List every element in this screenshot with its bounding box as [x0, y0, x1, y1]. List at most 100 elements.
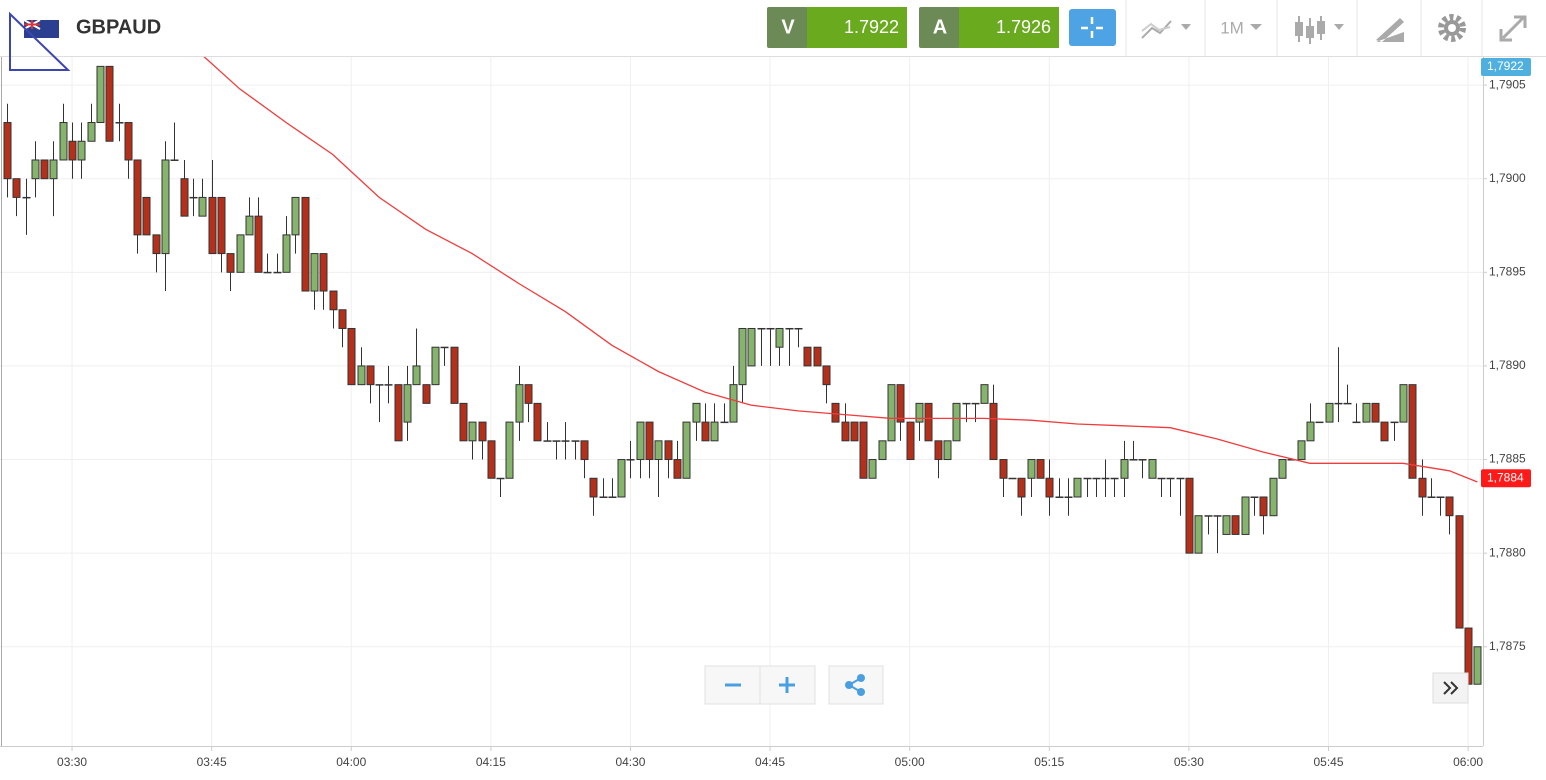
candle-body	[338, 309, 347, 329]
zoom-in-button[interactable]	[759, 665, 816, 705]
candle-body	[189, 196, 198, 199]
x-tick-label: 05:30	[1174, 755, 1204, 769]
bid-label-box[interactable]	[767, 7, 808, 48]
flag	[23, 19, 59, 38]
candle-body	[1064, 496, 1073, 498]
crosshair-button[interactable]	[1069, 9, 1116, 46]
candle-body	[357, 365, 366, 386]
candle-body	[1073, 477, 1082, 498]
y-tick-label: 1,7875	[1489, 639, 1526, 653]
candle-body	[282, 234, 291, 273]
candle-body	[431, 346, 440, 386]
candle-body	[152, 234, 161, 255]
candle-body	[468, 421, 477, 442]
drawing-tool[interactable]	[9, 11, 71, 71]
x-tick-label: 06:00	[1453, 755, 1483, 769]
candle-body	[394, 384, 403, 442]
candle-body	[1250, 496, 1259, 498]
candle-body	[580, 440, 589, 461]
y-tick-label: 1,7890	[1489, 358, 1526, 372]
candle-body	[636, 421, 645, 461]
candle-body	[1129, 459, 1138, 461]
candle-body	[1194, 515, 1203, 554]
candle-body	[599, 496, 608, 498]
y-tick-label: 1,7880	[1489, 545, 1526, 559]
candle-body	[1036, 459, 1045, 479]
candle-body	[440, 346, 449, 349]
ask-box[interactable]	[959, 7, 1059, 48]
candle-body	[245, 215, 254, 236]
candle-body	[673, 459, 682, 479]
candle-body	[943, 440, 952, 461]
candle-body	[682, 421, 691, 479]
candle-body	[785, 327, 794, 330]
timeframe-button[interactable]: 1M	[1220, 18, 1244, 37]
settings-button[interactable]	[1438, 14, 1466, 42]
moving-average-line	[203, 57, 1478, 483]
chart-type-button[interactable]	[1141, 20, 1191, 39]
candle-body	[729, 384, 738, 423]
candle-body	[710, 421, 719, 442]
candle-body	[217, 196, 226, 255]
candle-body	[161, 159, 170, 255]
candle-body	[450, 346, 459, 404]
candle-body	[859, 421, 868, 479]
x-tick-label: 05:15	[1034, 755, 1064, 769]
candle-body	[478, 421, 487, 442]
candle-body	[1343, 402, 1352, 405]
candle-body	[1120, 459, 1129, 479]
candle-body	[1436, 496, 1445, 498]
bid-box[interactable]	[807, 7, 907, 48]
plot-area	[3, 57, 1482, 685]
bid-price: 1.7922	[844, 17, 899, 37]
candle-body	[1380, 421, 1389, 442]
candle-type-button[interactable]	[1295, 16, 1344, 44]
candle-body	[1297, 440, 1306, 461]
fullscreen-button[interactable]	[1499, 15, 1527, 42]
candle-body	[347, 327, 356, 386]
candle-body	[1092, 477, 1101, 480]
candle-body	[1101, 477, 1110, 480]
ask-label-box[interactable]	[919, 7, 960, 48]
candle-body	[1269, 477, 1278, 517]
x-tick-label: 04:15	[476, 755, 506, 769]
y-tick-label: 1,7885	[1489, 452, 1526, 466]
scroll-right-button[interactable]	[1432, 672, 1469, 704]
candle-body	[1027, 459, 1036, 479]
candle-body	[831, 402, 840, 423]
candle-body	[412, 365, 421, 386]
candle-body	[505, 421, 514, 479]
candle-body	[868, 459, 877, 479]
candle-body	[738, 327, 747, 386]
candle-body	[543, 440, 552, 442]
zoom-out-button[interactable]	[704, 665, 761, 705]
candle-body	[496, 477, 505, 480]
candle-body	[962, 402, 971, 405]
candle-body	[1008, 477, 1017, 480]
candle-body	[971, 402, 980, 405]
x-tick-label: 03:30	[57, 755, 87, 769]
candle-body	[1315, 421, 1324, 424]
candle-body	[142, 196, 151, 236]
candle-body	[989, 402, 998, 461]
candle-body	[1222, 515, 1231, 535]
candle-body	[375, 384, 384, 386]
candle-body	[319, 253, 328, 292]
candle-body	[850, 421, 859, 442]
candle-body	[366, 365, 375, 386]
candle-body	[952, 402, 961, 442]
toolbar-separators	[1125, 0, 1483, 56]
candle-body	[96, 65, 105, 124]
candle-body	[1083, 477, 1092, 480]
candle-body	[1334, 402, 1343, 405]
candle-body	[1166, 477, 1175, 480]
share-button[interactable]	[828, 665, 884, 705]
bid-label: V	[781, 16, 795, 38]
draw-button[interactable]	[1376, 18, 1404, 42]
candle-body	[226, 253, 235, 273]
candle-body	[1362, 402, 1371, 423]
candle-body	[422, 384, 431, 404]
candle-body	[1176, 477, 1185, 480]
